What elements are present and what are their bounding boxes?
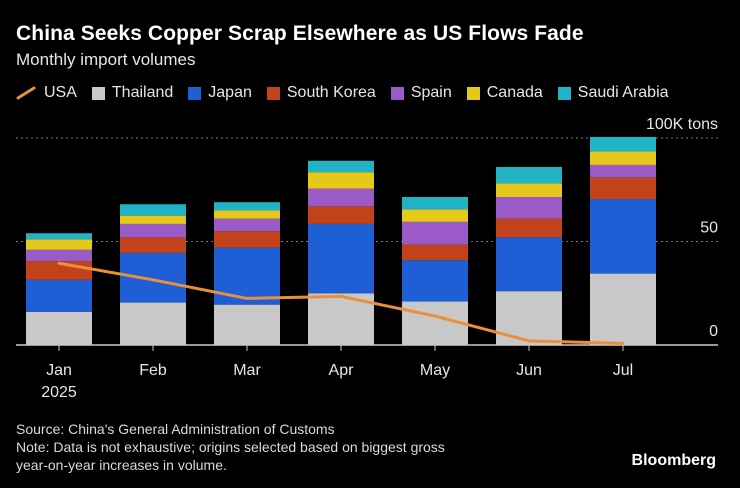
x-tick-label: Mar [233, 362, 261, 379]
bar-segment-south-korea [496, 218, 562, 238]
bar-segment-saudi-arabia [214, 202, 280, 211]
bar-segment-south-korea [402, 244, 468, 261]
legend-item-japan: Japan [188, 84, 252, 102]
bar-segment-japan [120, 252, 186, 303]
bar-segment-spain [120, 223, 186, 238]
bar-segment-spain [496, 196, 562, 219]
bar-segment-canada [402, 209, 468, 222]
bar-segment-saudi-arabia [120, 204, 186, 216]
chart-title: China Seeks Copper Scrap Elsewhere as US… [16, 22, 584, 45]
bloomberg-logo: Bloomberg [631, 452, 716, 469]
source-text: Source: China's General Administration o… [16, 421, 335, 437]
legend-item-saudi-arabia: Saudi Arabia [557, 84, 669, 102]
bar-segment-south-korea [120, 237, 186, 253]
legend-label: Spain [410, 84, 452, 101]
legend-swatch [557, 86, 571, 100]
legend-swatch [466, 86, 480, 100]
bar-segment-canada [590, 151, 656, 165]
bar-segment-thailand [590, 273, 656, 345]
bar-segment-saudi-arabia [308, 160, 374, 173]
legend-label: Canada [486, 84, 543, 101]
legend-label: USA [44, 84, 77, 101]
bar-segment-south-korea [590, 177, 656, 200]
legend-item-south-korea: South Korea [266, 84, 376, 102]
bar-segment-saudi-arabia [590, 136, 656, 152]
legend-swatch [390, 86, 404, 100]
y-tick-label: 50 [700, 220, 718, 237]
bar-segment-spain [308, 188, 374, 207]
chart-subtitle: Monthly import volumes [16, 50, 196, 69]
legend-label: Thailand [111, 84, 174, 101]
stacked-bar-chart: 0 50 100K tons Jan Feb Mar Apr May Jun Jul 2025 [16, 116, 718, 401]
source-notes: Source: China's General Administration o… [16, 420, 445, 474]
legend-label: Saudi Arabia [577, 84, 669, 101]
legend-label: Japan [208, 84, 252, 101]
bar-segment-south-korea [214, 231, 280, 248]
bar-segment-thailand [214, 304, 280, 345]
legend-item-thailand: Thailand [91, 84, 174, 102]
bar-segment-canada [496, 183, 562, 197]
legend-swatch [266, 86, 280, 100]
note-text-line-1: Note: Data is not exhaustive; origins se… [16, 439, 445, 455]
bar-segment-japan [496, 237, 562, 292]
x-tick-label: Jul [613, 362, 633, 379]
bar-segment-japan [308, 223, 374, 294]
x-tick-label: Jan [46, 362, 72, 379]
y-tick-label: 0 [709, 323, 718, 340]
bar-segment-thailand [26, 311, 92, 345]
bar-segment-canada [214, 210, 280, 219]
x-tick-label: Feb [139, 362, 167, 379]
legend-label: South Korea [286, 84, 376, 101]
x-tick-label: May [420, 362, 450, 379]
bar-segment-japan [402, 260, 468, 302]
bar-segment-canada [308, 172, 374, 189]
bar-segment-spain [590, 164, 656, 178]
bar-segment-saudi-arabia [496, 166, 562, 184]
legend-line-swatch [16, 86, 36, 100]
bar-segment-spain [26, 249, 92, 262]
legend: USA Thailand Japan South Korea Spain Can… [16, 84, 684, 102]
bar-segment-saudi-arabia [26, 233, 92, 240]
legend-item-spain: Spain [390, 84, 452, 102]
bar-segment-spain [214, 218, 280, 232]
bar-segment-saudi-arabia [402, 196, 468, 210]
bar-segment-canada [26, 239, 92, 250]
bar-segment-japan [590, 199, 656, 274]
legend-swatch [91, 86, 105, 100]
x-tick-label: Jun [516, 362, 542, 379]
legend-item-usa: USA [16, 84, 77, 102]
legend-item-canada: Canada [466, 84, 543, 102]
x-year-label: 2025 [41, 384, 77, 401]
y-tick-label: 100K tons [646, 116, 718, 133]
bar-segment-south-korea [308, 206, 374, 224]
bar-segment-japan [26, 279, 92, 312]
x-tick-label: Apr [329, 362, 355, 379]
bar-segment-canada [120, 215, 186, 224]
bar-segment-thailand [120, 302, 186, 345]
bar-segment-spain [402, 221, 468, 245]
note-text-line-2: year-on-year increases in volume. [16, 457, 227, 473]
bar-segment-thailand [496, 291, 562, 345]
bar-segment-japan [214, 247, 280, 305]
legend-swatch [188, 86, 202, 100]
